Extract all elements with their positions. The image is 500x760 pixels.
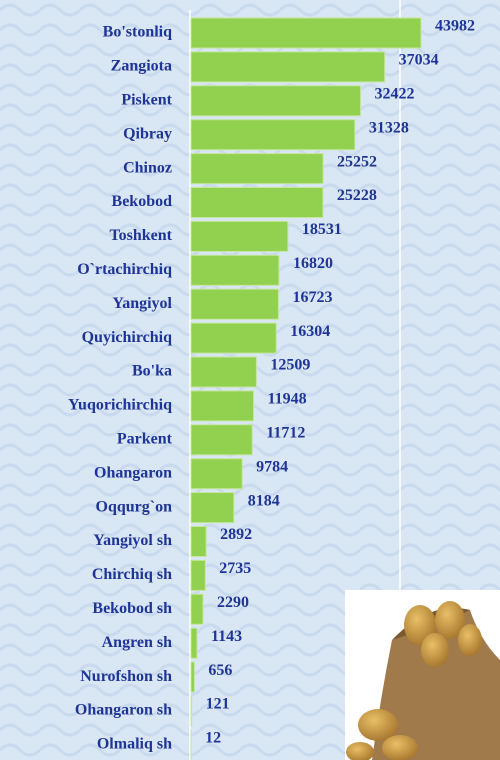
value-label: 9784 [256, 458, 288, 475]
chart: Bo'stonliq 43982 Zangiota 37034 Piskent 32422… [0, 0, 500, 760]
value-label: 8184 [248, 492, 280, 509]
category-label: O`rtachirchiq [77, 261, 172, 278]
bar [191, 527, 206, 557]
bar [191, 425, 252, 455]
value-label: 121 [206, 696, 230, 713]
value-label: 31328 [369, 119, 409, 136]
category-label: Bekobod [112, 193, 173, 210]
category-label: Chinoz [123, 159, 172, 176]
category-label: Yangiyol [112, 295, 172, 312]
bar [191, 459, 242, 489]
bar [191, 255, 279, 285]
category-label: Bo'ka [132, 363, 172, 380]
value-label: 1143 [211, 628, 242, 645]
value-label: 2735 [219, 560, 251, 577]
bar [191, 560, 205, 590]
bar [191, 188, 323, 218]
value-label: 32422 [375, 85, 415, 102]
value-label: 11712 [266, 424, 305, 441]
category-label: Ohangaron sh [75, 702, 172, 719]
category-label: Ohangaron [94, 464, 172, 481]
value-label: 656 [208, 662, 232, 679]
value-label: 25228 [337, 187, 377, 204]
bar [191, 154, 323, 184]
category-label: Chirchiq sh [92, 566, 172, 583]
category-label: Toshkent [109, 227, 172, 244]
value-label: 11948 [267, 391, 306, 408]
category-label: Yangiyol sh [93, 532, 172, 549]
bar [191, 357, 256, 387]
category-label: Angren sh [102, 634, 172, 651]
value-label: 16723 [292, 289, 332, 306]
bar [191, 289, 278, 319]
bar [191, 52, 385, 82]
value-label: 16820 [293, 255, 333, 272]
category-label: Zangiota [111, 58, 172, 75]
category-label: Parkent [117, 430, 173, 447]
page: Bo'stonliq 43982 Zangiota 37034 Piskent 32422… [0, 0, 500, 760]
value-label: 16304 [290, 323, 330, 340]
category-label: Quyichirchiq [82, 329, 172, 346]
category-label: Olmaliq sh [97, 736, 172, 753]
bar [191, 391, 253, 421]
value-label: 12509 [270, 357, 310, 374]
value-label: 12 [205, 730, 221, 747]
value-label: 2892 [220, 526, 252, 543]
category-label: Bo'stonliq [103, 24, 172, 41]
category-label: Yuqorichirchiq [68, 397, 172, 414]
bar [191, 120, 355, 150]
bar [191, 696, 192, 726]
value-label: 18531 [302, 221, 342, 238]
category-label: Qibray [123, 125, 172, 142]
value-label: 2290 [217, 594, 249, 611]
bar [191, 86, 361, 116]
value-label: 25252 [337, 153, 377, 170]
bar [191, 493, 234, 523]
value-label: 37034 [399, 52, 439, 69]
category-label: Bekobod sh [92, 600, 172, 617]
bar [191, 323, 276, 353]
bar [191, 662, 194, 692]
bar [191, 221, 288, 251]
value-label: 43982 [435, 18, 475, 35]
bar [191, 594, 203, 624]
category-label: Piskent [121, 91, 172, 108]
bar [191, 18, 421, 48]
potato-sack [345, 590, 500, 760]
category-label: Oqqurg`on [96, 498, 173, 515]
category-label: Nurofshon sh [80, 668, 172, 685]
bar [191, 628, 197, 658]
